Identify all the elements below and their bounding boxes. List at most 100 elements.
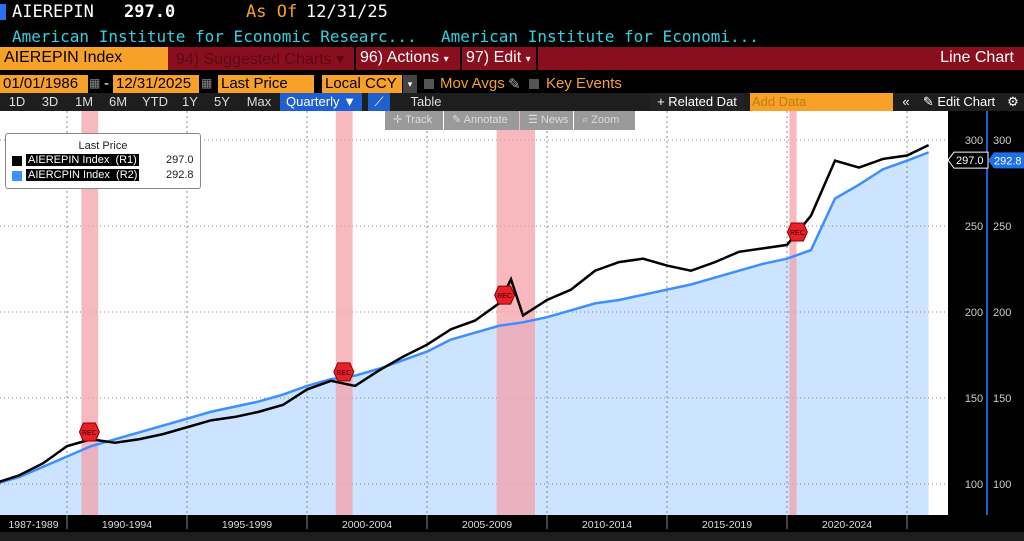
menu-bar: AIEREPIN Index 94) Suggested Charts ▾ 96… — [0, 47, 1024, 70]
actions-button[interactable]: 96) Actions ▾ — [354, 47, 458, 70]
legend: Last Price AIEREPIN Index (R1) 297.0 AIE… — [5, 133, 201, 189]
gear-icon[interactable]: ⚙ — [1007, 94, 1019, 109]
calendar-icon[interactable]: ▦ — [89, 76, 101, 90]
last-value: 297.0 — [124, 2, 176, 22]
annotate-button[interactable]: ✎ Annotate — [444, 111, 519, 130]
pencil-icon: ✎ — [922, 94, 938, 109]
x-tick-label: 2015-2019 — [702, 519, 752, 531]
x-tick-label: 2000-2004 — [342, 519, 392, 531]
period-toolbar: 1D 3D 1M 6M YTD 1Y 5Y Max Quarterly ▼ ⟋ … — [0, 93, 1024, 111]
series-2-area — [0, 152, 929, 519]
series-2-line — [0, 151, 930, 484]
key-events-checkbox[interactable] — [529, 79, 539, 89]
edit-chart-button[interactable]: ✎ Edit Chart — [918, 93, 1000, 111]
suggested-charts-button[interactable]: 94) Suggested Charts ▾ — [176, 51, 345, 68]
legend-title: Last Price — [78, 140, 128, 152]
period-ytd[interactable]: YTD — [142, 94, 168, 109]
zoom-button[interactable]: ⌕ Zoom — [574, 111, 635, 130]
legend-series-1[interactable]: AIEREPIN Index (R1) — [26, 154, 139, 166]
legend-series-2[interactable]: AIERCPIN Index (R2) — [26, 169, 140, 181]
recession-marker — [786, 222, 808, 242]
recession-marker — [333, 362, 355, 382]
related-data-button[interactable]: + Related Dat — [650, 93, 744, 111]
series-name: AIERCPIN Index — [28, 169, 110, 181]
last-value-tag-1 — [947, 151, 989, 169]
y-tick-label-r2: 200 — [993, 307, 1011, 319]
y-tick-label-r1: 100 — [965, 479, 983, 491]
date-separator: - — [104, 75, 109, 92]
collapse-icon[interactable]: « — [902, 94, 910, 109]
description-2: American Institute for Economi... — [441, 27, 759, 46]
track-button[interactable]: ✛ Track — [385, 111, 443, 130]
period-5y[interactable]: 5Y — [214, 94, 230, 109]
x-axis — [0, 515, 948, 531]
x-tick-label: 1995-1999 — [222, 519, 272, 531]
legend-value-1: 297.0 — [166, 154, 194, 166]
add-data-input[interactable]: Add Data — [750, 93, 893, 111]
series-1-line — [0, 144, 930, 483]
y-tick-label-r2: 100 — [993, 479, 1011, 491]
period-max[interactable]: Max — [246, 94, 272, 109]
recession-band — [81, 111, 99, 515]
recession-marker-label: REC — [790, 230, 805, 237]
y-tick-label-r2: 300 — [993, 135, 1011, 147]
line-chart-icon[interactable]: ⟋ — [368, 93, 390, 111]
y-tick-label-r1: 200 — [965, 307, 983, 319]
security-input[interactable]: AIEREPIN Index — [0, 47, 168, 70]
as-of-date: 12/31/25 — [306, 2, 388, 22]
recession-marker — [494, 285, 516, 305]
recession-marker-label: REC — [82, 430, 97, 437]
recession-band — [789, 111, 797, 515]
currency-select[interactable]: Local CCY — [322, 75, 402, 93]
y-tick-label-r2: 150 — [993, 393, 1011, 405]
mov-avgs-label: Mov Avgs — [440, 75, 505, 92]
calendar-icon[interactable]: ▦ — [201, 76, 213, 90]
line-chart[interactable]: REC REC REC REC 100 100 150 150 200 200 250 250 300 3… — [0, 111, 1024, 541]
table-button[interactable]: Table — [410, 94, 442, 109]
legend-value-2: 292.8 — [166, 169, 194, 181]
zoom-label: Zoom — [591, 114, 620, 126]
period-6m[interactable]: 6M — [108, 94, 128, 109]
chart-type-label[interactable]: Line Chart — [940, 49, 1014, 66]
frequency-select[interactable]: Quarterly ▼ — [280, 93, 362, 111]
period-1m[interactable]: 1M — [74, 94, 94, 109]
recession-marker-label: REC — [336, 370, 351, 377]
last-value-tag-2-text: 292.8 — [994, 155, 1022, 167]
y-tick-label-r1: 300 — [965, 135, 983, 147]
actions-label: 96) Actions — [360, 49, 440, 66]
end-date-input[interactable]: 12/31/2025 — [113, 75, 199, 93]
dropdown-icon: ▾ — [443, 54, 449, 65]
recession-marker-label: REC — [497, 293, 512, 300]
period-1d[interactable]: 1D — [8, 94, 26, 109]
start-date-input[interactable]: 01/01/1986 — [0, 75, 88, 93]
last-value-tag-2 — [988, 152, 1024, 169]
last-value-tag-1-text: 297.0 — [956, 155, 984, 167]
y-tick-label-r1: 150 — [965, 393, 983, 405]
legend-swatch-1 — [12, 156, 22, 166]
track-label: Track — [405, 114, 433, 126]
ticker: AIEREPIN — [12, 2, 94, 22]
edit-button[interactable]: 97) Edit ▾ — [460, 47, 538, 70]
chevron-down-icon[interactable]: ▾ — [403, 75, 417, 93]
period-3d[interactable]: 3D — [41, 94, 59, 109]
y-tick-label-r1: 250 — [965, 221, 983, 233]
x-tick-label: 2005-2009 — [462, 519, 512, 531]
as-of-label: As Of — [246, 2, 298, 22]
period-1y[interactable]: 1Y — [182, 94, 198, 109]
edit-chart-label: Edit Chart — [937, 94, 996, 109]
x-tick-label: 2010-2014 — [582, 519, 632, 531]
news-button[interactable]: ☰ News — [520, 111, 573, 130]
date-controls: 01/01/1986 ▦ - 12/31/2025 ▦ Last Price L… — [0, 73, 1024, 93]
news-label: News — [540, 114, 569, 126]
mov-avgs-checkbox[interactable] — [424, 79, 434, 89]
status-strip — [0, 532, 1024, 541]
field-select[interactable]: Last Price — [218, 75, 314, 93]
recession-marker — [78, 422, 100, 442]
y-tick-label-r2: 250 — [993, 221, 1011, 233]
legend-swatch-2 — [12, 171, 22, 181]
series-name: AIEREPIN Index — [28, 154, 110, 166]
edit-label: 97) Edit — [466, 49, 522, 66]
pencil-icon[interactable]: ✎ — [508, 76, 521, 93]
x-tick-label: 2020-2024 — [822, 519, 872, 531]
series-axis: (R1) — [115, 154, 137, 166]
